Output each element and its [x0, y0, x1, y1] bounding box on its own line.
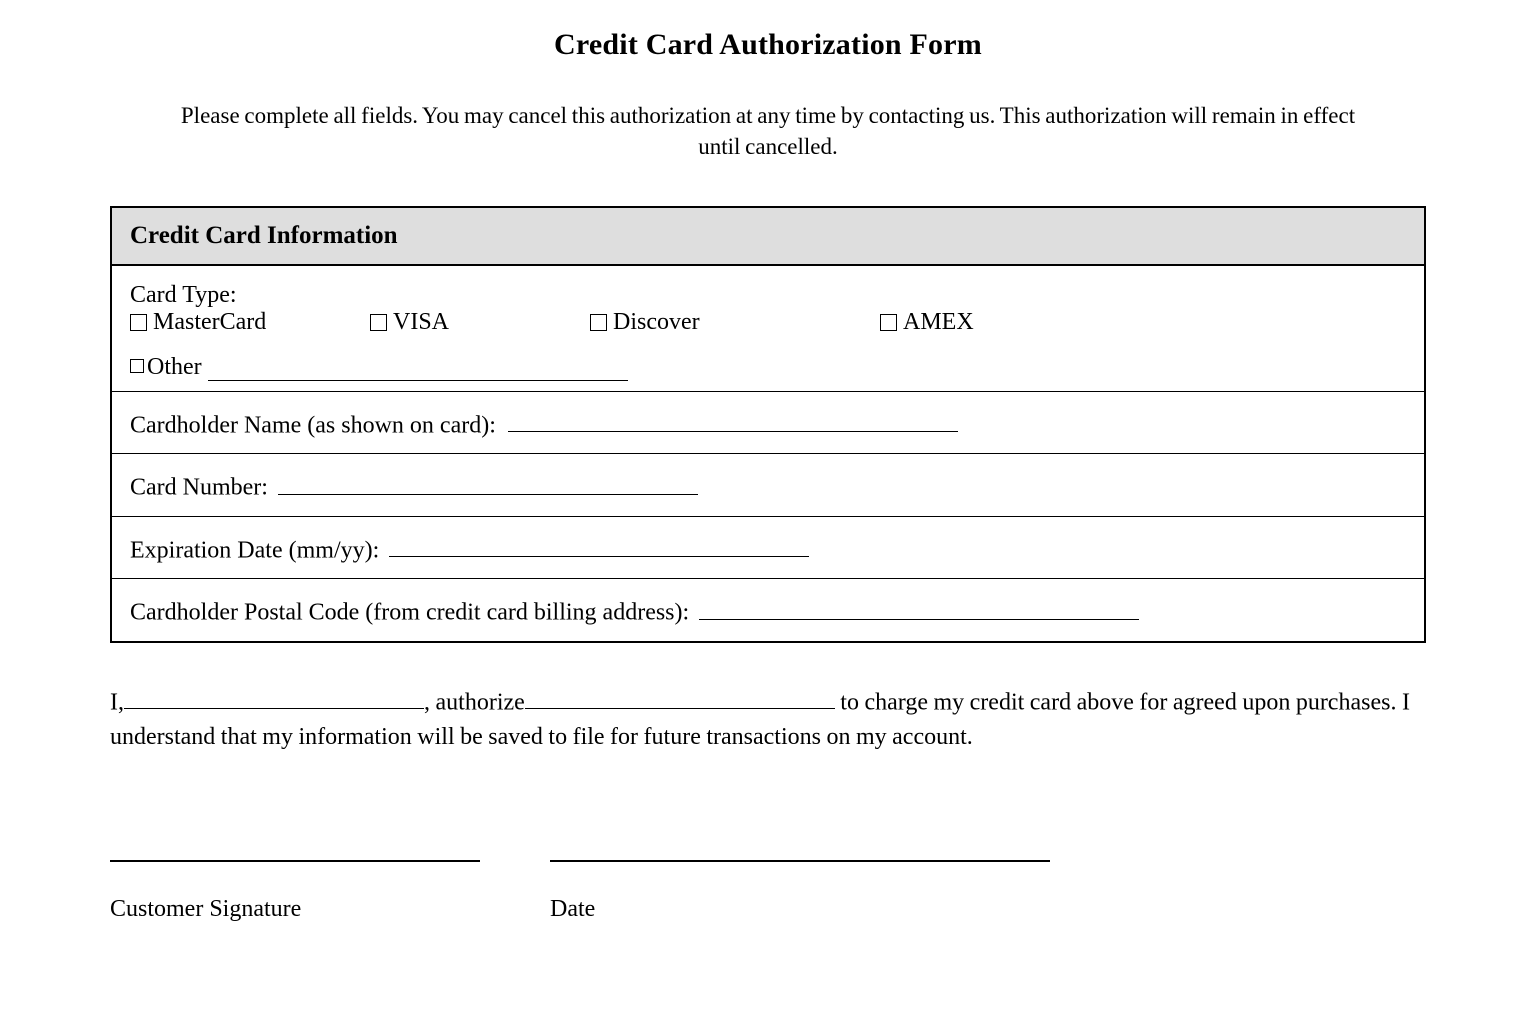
- instructions-text: Please complete all fields. You may canc…: [158, 100, 1378, 162]
- card-number-label: Card Number:: [130, 475, 268, 501]
- option-mastercard[interactable]: MasterCard: [130, 309, 370, 336]
- authorization-text: I,, authorize to charge my credit card a…: [110, 683, 1426, 755]
- postal-label: Cardholder Postal Code (from credit card…: [130, 600, 689, 626]
- postal-row: Cardholder Postal Code (from credit card…: [112, 579, 1424, 640]
- card-type-label: Card Type:: [130, 282, 280, 309]
- option-discover[interactable]: Discover: [590, 309, 880, 336]
- checkbox-icon[interactable]: [590, 314, 607, 331]
- card-number-blank[interactable]: [278, 468, 698, 494]
- cardholder-name-label: Cardholder Name (as shown on card):: [130, 412, 496, 438]
- option-other[interactable]: Other: [130, 354, 1406, 381]
- postal-blank[interactable]: [699, 593, 1139, 619]
- date-label: Date: [550, 896, 1050, 923]
- credit-card-table: Credit Card Information Card Type: Maste…: [110, 206, 1426, 643]
- signature-column: Customer Signature: [110, 860, 550, 923]
- auth-merchant-blank[interactable]: [525, 683, 835, 709]
- card-number-row: Card Number:: [112, 454, 1424, 516]
- checkbox-icon[interactable]: [370, 314, 387, 331]
- auth-part1: I,: [110, 689, 124, 715]
- checkbox-icon[interactable]: [130, 359, 144, 373]
- signature-block: Customer Signature Date: [110, 860, 1426, 923]
- option-label: Other: [147, 354, 202, 381]
- form-title: Credit Card Authorization Form: [110, 28, 1426, 62]
- auth-name-blank[interactable]: [124, 683, 424, 709]
- other-blank-line[interactable]: [208, 354, 628, 380]
- card-type-row: Card Type: MasterCard VISA Discover AMEX: [112, 266, 1424, 392]
- form-page: Credit Card Authorization Form Please co…: [0, 0, 1536, 1023]
- section-header: Credit Card Information: [112, 208, 1424, 266]
- checkbox-icon[interactable]: [880, 314, 897, 331]
- option-label: VISA: [393, 309, 449, 336]
- option-label: Discover: [613, 309, 700, 336]
- option-visa[interactable]: VISA: [370, 309, 590, 336]
- signature-line[interactable]: [110, 860, 480, 862]
- cardholder-name-row: Cardholder Name (as shown on card):: [112, 392, 1424, 454]
- expiration-blank[interactable]: [389, 531, 809, 557]
- card-type-options: MasterCard VISA Discover AMEX Other: [130, 309, 1406, 381]
- option-label: MasterCard: [153, 309, 266, 336]
- date-column: Date: [550, 860, 1050, 923]
- date-line[interactable]: [550, 860, 1050, 862]
- cardholder-name-blank[interactable]: [508, 406, 958, 432]
- option-label: AMEX: [903, 309, 974, 336]
- signature-label: Customer Signature: [110, 896, 550, 923]
- expiration-row: Expiration Date (mm/yy):: [112, 517, 1424, 579]
- auth-part2: , authorize: [424, 689, 525, 715]
- option-amex[interactable]: AMEX: [880, 309, 1040, 336]
- expiration-label: Expiration Date (mm/yy):: [130, 537, 379, 563]
- checkbox-icon[interactable]: [130, 314, 147, 331]
